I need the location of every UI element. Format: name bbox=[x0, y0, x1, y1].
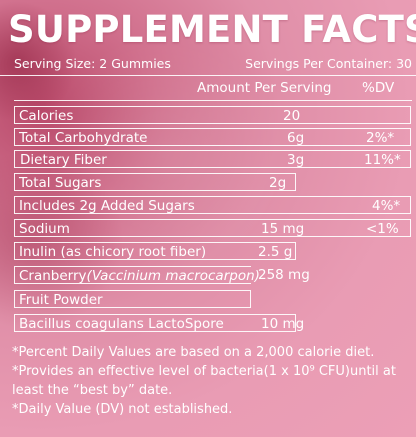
amount-header: Amount Per Serving bbox=[197, 80, 332, 96]
dv-header: %DV bbox=[362, 80, 395, 96]
serving-size: Serving Size: 2 Gummies bbox=[14, 56, 171, 71]
nutrient-amount: 10 mg bbox=[261, 316, 305, 332]
nutrient-name: Dietary Fiber bbox=[20, 152, 107, 168]
servings-per-container: Servings Per Container: 30 bbox=[245, 56, 412, 71]
table-row: Sodium 15 mg <1% bbox=[14, 219, 411, 237]
table-row: Includes 2g Added Sugars 4%* bbox=[14, 196, 411, 214]
nutrient-amount: 2g bbox=[269, 175, 287, 191]
top-divider bbox=[0, 75, 416, 76]
footnote: *Daily Value (DV) not established. bbox=[12, 402, 233, 417]
nutrient-name: Inulin (as chicory root fiber) bbox=[19, 244, 207, 260]
footnote: *Percent Daily Values are based on a 2,0… bbox=[12, 345, 375, 360]
table-row: Inulin (as chicory root fiber) 2.5 g bbox=[14, 242, 296, 260]
nutrient-name: Fruit Powder bbox=[19, 292, 103, 308]
table-row: Cranberry(Vaccinium macrocarpon) bbox=[14, 266, 260, 284]
nutrient-dv: 4%* bbox=[372, 198, 401, 214]
footnote: least the “best by” date. bbox=[12, 383, 173, 398]
nutrient-name-latin: (Vaccinium macrocarpon) bbox=[86, 268, 260, 284]
page-title: SUPPLEMENT FACTS bbox=[8, 8, 416, 51]
nutrient-name: Sodium bbox=[19, 221, 70, 237]
nutrient-amount: 6g bbox=[287, 130, 305, 146]
nutrient-amount: 2.5 g bbox=[258, 244, 293, 260]
table-row: Total Carbohydrate 6g 2%* bbox=[14, 128, 411, 146]
nutrient-amount: 258 mg bbox=[258, 267, 310, 283]
table-row: Dietary Fiber 3g 11%* bbox=[14, 150, 411, 168]
nutrient-name: Bacillus coagulans LactoSpore bbox=[19, 316, 224, 332]
table-row: Bacillus coagulans LactoSpore 10 mg bbox=[14, 314, 304, 332]
header-divider bbox=[14, 100, 412, 101]
nutrient-amount: 15 mg bbox=[261, 221, 305, 237]
footnote: *Provides an effective level of bacteria… bbox=[12, 364, 396, 379]
serving-info: Serving Size: 2 Gummies Servings Per Con… bbox=[14, 56, 412, 71]
nutrient-dv: 2%* bbox=[366, 130, 395, 146]
table-row: Total Sugars 2g bbox=[14, 173, 296, 191]
table-row: Calories 20 bbox=[14, 106, 411, 124]
footnotes: *Percent Daily Values are based on a 2,0… bbox=[12, 343, 410, 419]
nutrient-name: Cranberry(Vaccinium macrocarpon) bbox=[19, 267, 260, 285]
nutrient-name: Total Carbohydrate bbox=[19, 130, 148, 146]
table-row: Fruit Powder bbox=[14, 290, 251, 308]
nutrient-name-main: Cranberry bbox=[19, 268, 87, 284]
nutrient-name: Calories bbox=[19, 108, 74, 124]
nutrient-amount: 20 bbox=[283, 108, 301, 124]
nutrient-amount: 3g bbox=[287, 152, 305, 168]
nutrient-name: Total Sugars bbox=[19, 175, 102, 191]
nutrient-dv: 11%* bbox=[364, 152, 401, 168]
nutrient-name: Includes 2g Added Sugars bbox=[19, 198, 195, 214]
nutrient-dv: <1% bbox=[366, 221, 399, 237]
